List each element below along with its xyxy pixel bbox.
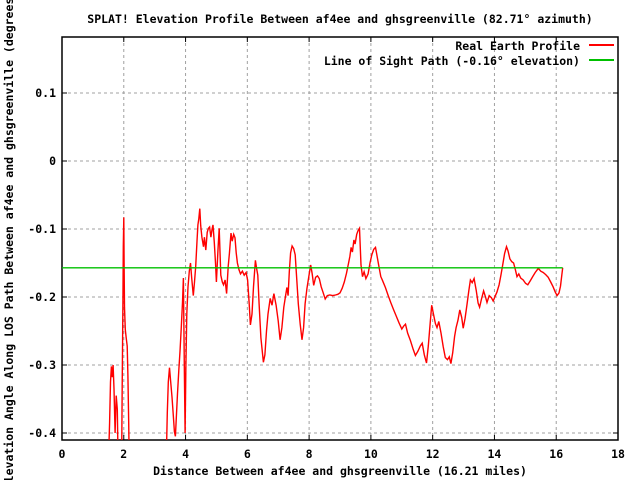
x-tick-label: 4 <box>182 447 189 461</box>
x-tick-label: 12 <box>426 447 440 461</box>
x-tick-label: 8 <box>306 447 313 461</box>
y-tick-label: -0.4 <box>28 426 56 440</box>
real-earth-profile-line <box>121 217 130 440</box>
y-tick-label: 0.1 <box>35 86 56 100</box>
y-tick-label: -0.1 <box>28 222 56 236</box>
real-earth-profile-line <box>165 208 564 440</box>
x-axis-label: Distance Between af4ee and ghsgreenville… <box>153 464 527 478</box>
y-tick-label: 0 <box>49 154 56 168</box>
legend-line-sample-real-earth-profile <box>589 44 614 46</box>
real-earth-profile-line <box>108 364 119 440</box>
y-axis-label: Elevation Angle Along LOS Path Between a… <box>2 0 16 480</box>
x-tick-label: 16 <box>549 447 563 461</box>
x-tick-label: 18 <box>611 447 625 461</box>
legend-line-sample-line-of-sight <box>589 59 614 61</box>
x-tick-label: 6 <box>244 447 251 461</box>
x-tick-label: 2 <box>120 447 127 461</box>
plot-border <box>61 36 619 441</box>
y-tick-label: -0.2 <box>28 290 56 304</box>
x-tick-label: 14 <box>488 447 502 461</box>
x-tick-label: 10 <box>364 447 378 461</box>
y-tick-label: -0.3 <box>28 358 56 372</box>
legend-label-line-of-sight: Line of Sight Path (-0.16° elevation) <box>323 54 580 68</box>
x-tick-label: 0 <box>59 447 66 461</box>
chart-title: SPLAT! Elevation Profile Between af4ee a… <box>87 12 593 26</box>
legend-label-real-earth-profile: Real Earth Profile <box>455 39 580 53</box>
